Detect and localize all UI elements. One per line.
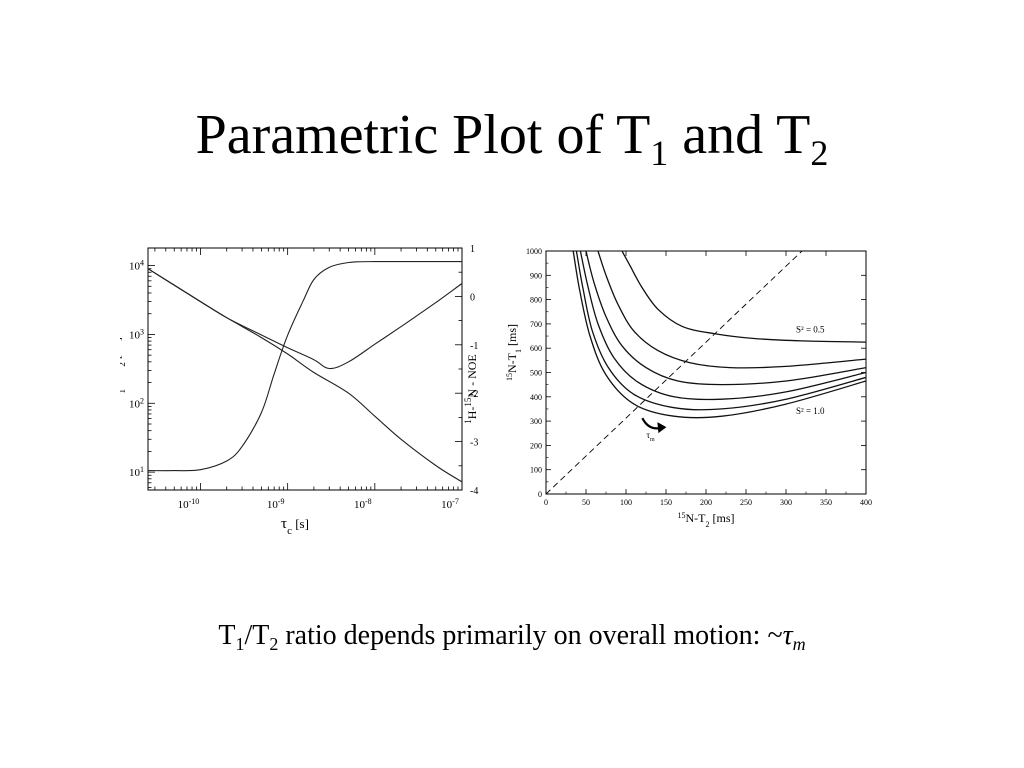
curve-2: [597, 251, 866, 369]
x-tick-label: 10-10: [178, 497, 200, 512]
title-sub-1: 1: [650, 133, 669, 173]
caption-sub-1: 1: [235, 634, 245, 654]
y-tick-label: 400: [530, 393, 542, 402]
x-tick-label: 200: [700, 498, 712, 507]
relaxation-vs-correlation-time-chart: 10-10 10-9 10-8 10-7 101 102 103 104 1 0 -1 -2 -3 -4 τ…: [120, 244, 479, 537]
caption-t: T: [218, 620, 236, 651]
x-tick-label: 250: [740, 498, 752, 507]
y-axis-label: T1 & T2 [ms]: [120, 337, 127, 401]
x-tick-label: 50: [582, 498, 590, 507]
curve-4: [579, 251, 866, 401]
x-tick-label: 100: [620, 498, 632, 507]
curve-1: [621, 251, 866, 343]
title-sub-2: 2: [810, 133, 829, 173]
x-tick-label: 150: [660, 498, 672, 507]
plot-frame: [147, 247, 463, 491]
y-tick-label: 500: [530, 369, 542, 378]
caption-text: ratio depends primarily on overall motio…: [278, 620, 783, 651]
tau-m-label: τm: [646, 430, 655, 443]
series-line-2: [147, 268, 463, 483]
y2-tick-label: -2: [470, 389, 478, 400]
y2-axis-label: 1H-15N - NOE: [463, 354, 479, 424]
y-tick-label: 600: [530, 344, 542, 353]
y2-tick-label: 1: [470, 244, 475, 255]
curve-3: [585, 251, 866, 386]
title-text-mid: and T: [668, 104, 811, 166]
caption-tau: τ: [782, 620, 793, 651]
y-tick-label: 102: [129, 396, 144, 411]
title-text: Parametric Plot of T: [195, 104, 651, 166]
curve-5: [575, 251, 866, 411]
caption-tau-sub: m: [792, 634, 806, 654]
tau-m-arrowhead: [657, 422, 667, 434]
x-tick-label: 0: [544, 498, 548, 507]
x-tick-label: 10-7: [441, 497, 459, 512]
plot-area: [546, 251, 866, 494]
series-line-1: [147, 268, 463, 370]
y2-tick-label: -1: [470, 341, 478, 352]
y-tick-label: 300: [530, 417, 542, 426]
y-tick-label: 900: [530, 271, 542, 280]
x-tick-label: 300: [780, 498, 792, 507]
y-tick-label: 200: [530, 441, 542, 450]
series-line-3: [147, 260, 463, 472]
x-tick-label: 400: [860, 498, 872, 507]
caption-slash: /T: [244, 620, 270, 651]
y-tick-label: 101: [129, 465, 144, 480]
x-axis-label: τc [s]: [281, 516, 309, 537]
plot-frame: [545, 250, 867, 495]
y-tick-label: 100: [530, 466, 542, 475]
y-tick-label: 104: [129, 258, 144, 273]
diagonal-dashed-line: [546, 251, 803, 494]
order-parameter-label: S² = 1.0: [796, 406, 825, 416]
y2-tick-label: -3: [470, 438, 478, 449]
x-axis-label: 15N-T2 [ms]: [678, 511, 735, 529]
y-axis-label: 15N-T1 [ms]: [505, 324, 523, 381]
y2-tick-label: 0: [470, 292, 475, 303]
y2-tick-label: -4: [470, 486, 478, 497]
x-tick-label: 350: [820, 498, 832, 507]
t1-vs-t2-parametric-chart: 0 50 100 150 200 250 300 350 400 0 100 200 300 400 500…: [505, 247, 873, 529]
curve-6: [572, 251, 866, 419]
caption-sub-2: 2: [269, 634, 279, 654]
y-tick-label: 1000: [526, 247, 542, 256]
slide-title: Parametric Plot of T1 and T2: [0, 100, 1024, 173]
x-tick-label: 10-8: [354, 497, 372, 512]
y-tick-label: 103: [129, 327, 144, 342]
y-tick-label: 800: [530, 296, 542, 305]
slide-caption: T1/T2 ratio depends primarily on overall…: [0, 616, 1024, 656]
y-tick-label: 700: [530, 320, 542, 329]
y-tick-label: 0: [538, 490, 542, 499]
order-parameter-label: S² = 0.5: [796, 324, 825, 334]
x-tick-label: 10-9: [267, 497, 285, 512]
